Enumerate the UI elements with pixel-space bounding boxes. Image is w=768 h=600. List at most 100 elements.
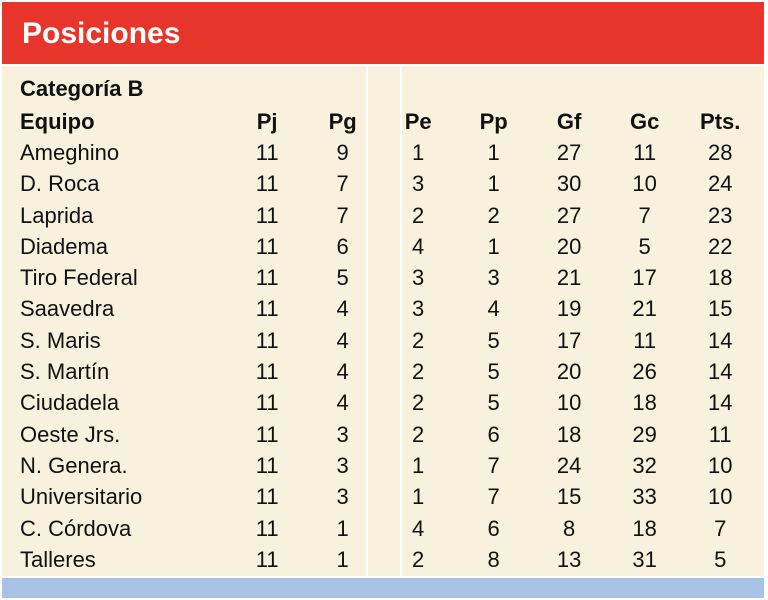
column-header-goals-for: Gf: [556, 108, 582, 134]
stat-cell: 18: [707, 265, 733, 291]
stat-cell: 5: [638, 233, 651, 259]
stat-cell: 1: [336, 515, 349, 541]
stat-cell: 7: [714, 515, 727, 541]
stat-cell: 11: [255, 546, 279, 572]
stat-cell: 11: [255, 296, 279, 322]
stat-cell: 11: [255, 421, 279, 447]
team-name-cell: Laprida: [20, 202, 94, 228]
stat-cell: 1: [412, 452, 425, 478]
stat-cell: 23: [707, 202, 733, 228]
stat-cell: 14: [707, 390, 733, 416]
stat-cell: 14: [707, 327, 733, 353]
stat-cell: 5: [714, 546, 727, 572]
team-name-cell: S. Martín: [20, 359, 110, 385]
team-name-cell: Talleres: [20, 546, 96, 572]
stat-cell: 11: [708, 421, 732, 447]
stat-cell: 1: [412, 484, 425, 510]
column-divider: [400, 66, 402, 576]
stat-cell: 9: [336, 139, 349, 165]
stat-cell: 27: [556, 202, 582, 228]
stat-cell: 4: [336, 359, 349, 385]
stat-cell: 26: [632, 359, 657, 385]
stat-cell: 7: [487, 484, 500, 510]
stat-cell: 6: [487, 515, 500, 541]
column-header-points: Pts.: [700, 108, 741, 134]
footer-band: [2, 578, 764, 598]
stat-cell: 11: [255, 484, 279, 510]
stat-cell: 7: [638, 202, 651, 228]
stat-cell: 11: [255, 139, 279, 165]
stat-cell: 4: [336, 327, 349, 353]
stat-cell: 3: [412, 296, 425, 322]
stat-cell: 14: [707, 359, 733, 385]
stat-cell: 3: [336, 421, 349, 447]
table-row: Universitario 11 3 1 7 15 33 10: [20, 482, 758, 513]
stat-cell: 2: [487, 202, 500, 228]
stat-cell: 11: [255, 515, 279, 541]
stat-cell: 10: [556, 390, 582, 416]
stat-cell: 5: [336, 265, 349, 291]
stat-cell: 24: [556, 452, 582, 478]
stat-cell: 2: [412, 202, 425, 228]
stat-cell: 3: [487, 265, 500, 291]
stat-cell: 18: [632, 515, 657, 541]
stat-cell: 2: [412, 359, 425, 385]
team-name-cell: Saavedra: [20, 296, 115, 322]
stat-cell: 29: [632, 421, 657, 447]
stat-cell: 10: [707, 452, 733, 478]
stat-cell: 7: [336, 171, 349, 197]
column-header-drawn: Pe: [404, 108, 432, 134]
stat-cell: 11: [255, 390, 279, 416]
stat-cell: 21: [556, 265, 582, 291]
stat-cell: 11: [255, 452, 279, 478]
team-name-cell: Universitario: [20, 484, 143, 510]
table-row: Ciudadela 11 4 2 5 10 18 14: [20, 388, 758, 419]
stat-cell: 2: [412, 421, 425, 447]
stat-cell: 8: [563, 515, 576, 541]
stat-cell: 1: [336, 546, 349, 572]
column-divider: [366, 66, 368, 576]
stat-cell: 5: [487, 390, 500, 416]
stat-cell: 11: [255, 327, 279, 353]
stat-cell: 11: [633, 327, 657, 353]
stat-cell: 4: [487, 296, 500, 322]
team-name-cell: Ameghino: [20, 139, 120, 165]
stat-cell: 1: [487, 233, 500, 259]
table-row: Saavedra 11 4 3 4 19 21 15: [20, 294, 758, 325]
stat-cell: 6: [336, 233, 349, 259]
column-header-won: Pg: [328, 108, 357, 134]
stat-cell: 3: [336, 484, 349, 510]
stat-cell: 4: [336, 296, 349, 322]
stat-cell: 1: [487, 139, 500, 165]
stat-cell: 11: [255, 233, 279, 259]
table-row: Laprida 11 7 2 2 27 7 23: [20, 200, 758, 231]
stat-cell: 4: [336, 390, 349, 416]
stat-cell: 18: [556, 421, 582, 447]
stat-cell: 11: [633, 139, 657, 165]
column-header-played: Pj: [256, 108, 278, 134]
stat-cell: 5: [487, 327, 500, 353]
stat-cell: 27: [556, 139, 582, 165]
stat-cell: 24: [707, 171, 733, 197]
stat-cell: 10: [707, 484, 733, 510]
stat-cell: 4: [412, 515, 425, 541]
stat-cell: 3: [412, 171, 425, 197]
stat-cell: 31: [632, 546, 657, 572]
team-name-cell: Ciudadela: [20, 390, 120, 416]
stat-cell: 1: [487, 171, 500, 197]
stat-cell: 2: [412, 390, 425, 416]
team-name-cell: Tiro Federal: [20, 265, 138, 291]
stat-cell: 32: [632, 452, 657, 478]
column-header-goals-against: Gc: [629, 108, 660, 134]
stat-cell: 21: [632, 296, 657, 322]
stat-cell: 15: [707, 296, 733, 322]
stat-cell: 3: [412, 265, 425, 291]
stat-cell: 15: [556, 484, 582, 510]
header-row: Equipo Pj Pg Pe Pp Gf Gc Pts.: [20, 106, 758, 137]
stat-cell: 3: [336, 452, 349, 478]
table-row: Ameghino 11 9 1 1 27 11 28: [20, 137, 758, 168]
stat-cell: 18: [632, 390, 657, 416]
table-row: N. Genera. 11 3 1 7 24 32 10: [20, 450, 758, 481]
stat-cell: 20: [556, 359, 582, 385]
stat-cell: 10: [632, 171, 657, 197]
